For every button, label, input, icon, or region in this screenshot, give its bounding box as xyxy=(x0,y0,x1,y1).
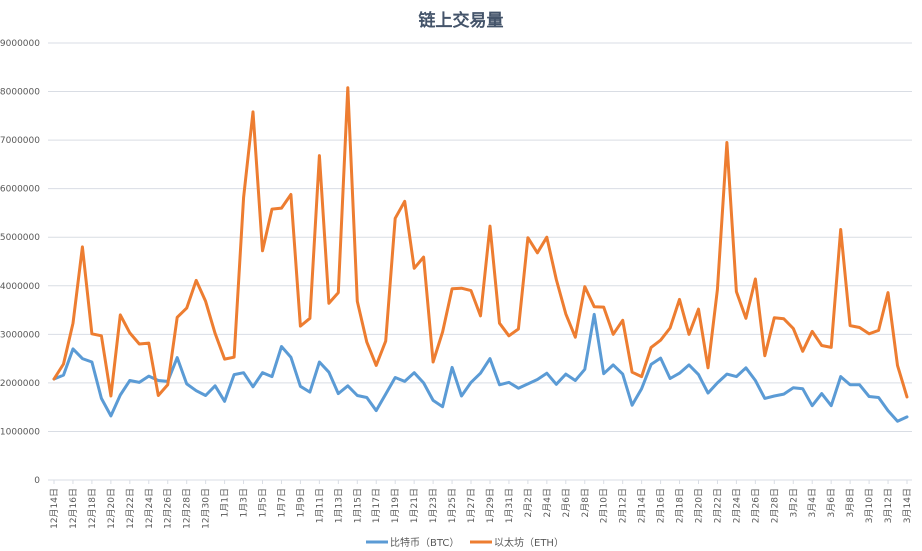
x-tick-label: 3月6日 xyxy=(826,488,837,517)
x-tick-label: 1月7日 xyxy=(276,488,287,517)
x-tick-label: 3月4日 xyxy=(807,488,818,517)
x-tick-label: 3月10日 xyxy=(864,488,875,523)
x-tick-label: 2月22日 xyxy=(712,488,723,523)
x-tick-label: 12月24日 xyxy=(144,488,155,529)
x-tick-label: 12月18日 xyxy=(87,488,98,529)
y-tick-label: 2000000 xyxy=(0,379,40,389)
x-axis: 12月14日 12月16日 12月18日 12月20日 12月22日 12月24日 12月2… xyxy=(49,480,913,529)
x-tick-label: 2月2日 xyxy=(523,488,534,517)
x-tick-label: 2月10日 xyxy=(599,488,610,523)
x-tick-label: 1月17日 xyxy=(371,488,382,523)
x-tick-label: 2月6日 xyxy=(561,488,572,517)
x-tick-label: 3月8日 xyxy=(845,488,856,517)
x-tick-label: 2月24日 xyxy=(731,488,742,523)
plot-area xyxy=(52,86,909,423)
x-tick-label: 1月31日 xyxy=(504,488,515,523)
x-tick-label: 2月4日 xyxy=(542,488,553,517)
x-tick-label: 3月14日 xyxy=(902,488,913,523)
x-tick-label: 2月16日 xyxy=(656,488,667,523)
y-tick-label: 3000000 xyxy=(0,330,40,340)
x-tick-label: 1月27日 xyxy=(466,488,477,523)
x-tick-label: 3月2日 xyxy=(788,488,799,517)
x-tick-label: 12月14日 xyxy=(49,488,60,529)
x-tick-label: 1月13日 xyxy=(333,488,344,523)
series-line-btc xyxy=(52,312,909,423)
chart-title: 链上交易量 xyxy=(419,10,504,31)
series-line-eth xyxy=(52,86,909,399)
y-tick-label: 9000000 xyxy=(0,39,40,49)
x-tick-label: 2月20日 xyxy=(693,488,704,523)
x-tick-label: 1月1日 xyxy=(220,488,231,517)
y-tick-label: 7000000 xyxy=(0,136,40,146)
legend: 比特币（BTC） 以太坊（ETH） xyxy=(366,536,564,549)
x-tick-label: 1月15日 xyxy=(352,488,363,523)
x-tick-label: 1月5日 xyxy=(258,488,269,517)
y-tick-label: 4000000 xyxy=(0,282,40,292)
x-tick-label: 12月22日 xyxy=(125,488,136,529)
x-tick-label: 2月8日 xyxy=(580,488,591,517)
x-tick-label: 2月12日 xyxy=(618,488,629,523)
y-tick-label: 8000000 xyxy=(0,88,40,98)
x-tick-label: 1月19日 xyxy=(390,488,401,523)
x-tick-label: 12月26日 xyxy=(163,488,174,529)
x-tick-label: 1月23日 xyxy=(428,488,439,523)
x-tick-label: 12月28日 xyxy=(182,488,193,529)
x-tick-label: 1月3日 xyxy=(239,488,250,517)
y-tick-label: 1000000 xyxy=(0,427,40,437)
x-tick-label: 1月29日 xyxy=(485,488,496,523)
x-tick-label: 1月11日 xyxy=(314,488,325,523)
x-tick-label: 3月12日 xyxy=(883,488,894,523)
y-axis: 0 1000000 2000000 3000000 4000000 5000000 6000… xyxy=(0,39,40,486)
x-tick-label: 1月9日 xyxy=(295,488,306,517)
legend-label-eth: 以太坊（ETH） xyxy=(494,536,564,549)
x-tick-label: 2月18日 xyxy=(675,488,686,523)
y-tick-label: 5000000 xyxy=(0,233,40,243)
x-tick-label: 1月25日 xyxy=(447,488,458,523)
x-tick-label: 12月16日 xyxy=(68,488,79,529)
gridlines xyxy=(48,42,912,481)
x-tick-label: 12月30日 xyxy=(201,488,212,529)
x-tick-label: 2月26日 xyxy=(750,488,761,523)
y-tick-label: 6000000 xyxy=(0,185,40,195)
x-tick-label: 1月21日 xyxy=(409,488,420,523)
x-tick-label: 2月28日 xyxy=(769,488,780,523)
y-tick-label: 0 xyxy=(34,476,40,486)
x-tick-label: 12月20日 xyxy=(106,488,117,529)
legend-label-btc: 比特币（BTC） xyxy=(390,537,459,549)
x-tick-label: 2月14日 xyxy=(637,488,648,523)
